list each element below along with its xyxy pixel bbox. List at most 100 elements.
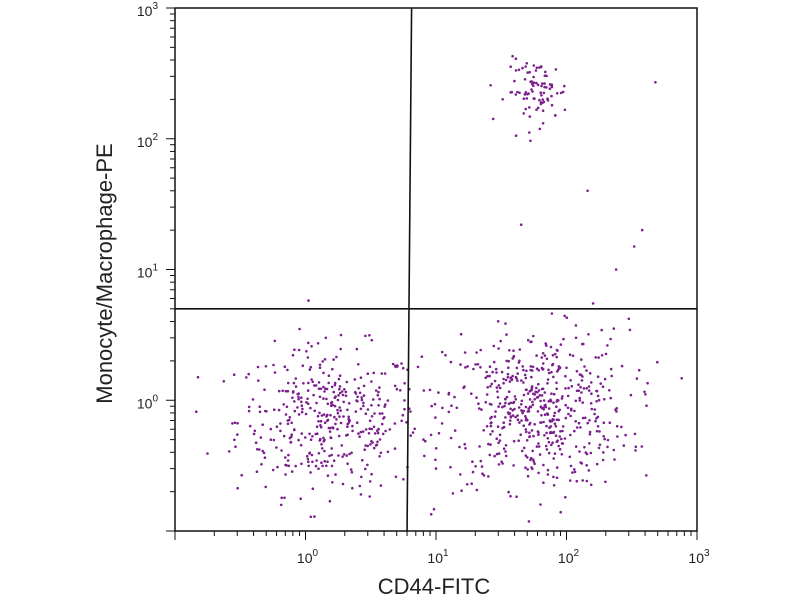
scatter-point — [552, 475, 555, 479]
scatter-point — [314, 464, 318, 468]
x-tick-label: 101 — [427, 548, 449, 566]
scatter-point — [449, 465, 452, 469]
scatter-point — [366, 408, 370, 411]
scatter-point — [409, 434, 413, 437]
scatter-point — [364, 428, 368, 431]
scatter-point — [377, 390, 380, 394]
scatter-point — [478, 445, 481, 448]
scatter-point — [622, 444, 626, 447]
scatter-point — [497, 347, 500, 350]
scatter-point — [554, 114, 557, 117]
scatter-point — [368, 495, 372, 498]
scatter-point — [523, 373, 527, 377]
scatter-point — [528, 398, 532, 401]
scatter-point — [575, 479, 579, 483]
scatter-point — [362, 384, 366, 388]
scatter-point — [444, 353, 447, 357]
scatter-point — [315, 401, 318, 405]
scatter-point — [628, 328, 632, 332]
scatter-point — [362, 404, 365, 408]
scatter-point — [544, 403, 547, 407]
scatter-point — [537, 382, 540, 386]
scatter-point — [497, 384, 501, 387]
scatter-point — [550, 312, 554, 315]
scatter-point — [546, 97, 549, 100]
scatter-point — [393, 422, 397, 425]
scatter-point — [602, 421, 606, 425]
scatter-point — [377, 404, 380, 407]
scatter-point — [598, 430, 601, 433]
scatter-point — [257, 379, 260, 383]
scatter-point — [543, 391, 547, 394]
scatter-point — [620, 425, 623, 429]
scatter-point — [236, 433, 239, 436]
scatter-point — [458, 445, 461, 449]
scatter-point — [612, 327, 616, 330]
scatter-point — [551, 362, 555, 366]
scatter-point — [535, 396, 539, 399]
scatter-point — [526, 474, 530, 478]
scatter-point — [342, 415, 345, 418]
scatter-point — [516, 379, 519, 383]
scatter-point — [317, 420, 320, 423]
scatter-point — [610, 374, 613, 378]
scatter-point — [491, 430, 494, 433]
scatter-point — [520, 409, 523, 412]
scatter-point — [542, 420, 545, 424]
scatter-point — [310, 453, 314, 457]
scatter-point — [485, 370, 488, 374]
scatter-point — [590, 392, 593, 396]
scatter-point — [460, 489, 463, 493]
scatter-point — [527, 520, 531, 523]
scatter-point — [543, 82, 546, 85]
scatter-point — [370, 415, 374, 418]
scatter-point — [538, 98, 541, 102]
scatter-point — [526, 468, 529, 471]
scatter-point — [285, 464, 288, 467]
scatter-point — [578, 373, 582, 376]
scatter-point — [511, 414, 515, 417]
scatter-point — [564, 495, 567, 499]
scatter-point — [606, 445, 609, 449]
scatter-point — [633, 432, 637, 436]
scatter-point — [538, 394, 542, 397]
scatter-point — [563, 108, 567, 112]
scatter-point — [337, 434, 341, 438]
scatter-point — [555, 466, 559, 469]
scatter-point — [489, 443, 492, 446]
scatter-point — [308, 432, 311, 436]
scatter-point — [369, 443, 372, 446]
scatter-point — [195, 410, 198, 414]
scatter-point — [527, 409, 531, 413]
scatter-point — [518, 421, 521, 424]
scatter-point — [318, 411, 321, 415]
scatter-point — [559, 91, 563, 95]
scatter-point — [546, 412, 549, 415]
scatter-point — [591, 302, 595, 305]
scatter-point — [500, 460, 503, 464]
scatter-point — [338, 374, 342, 378]
scatter-point — [386, 399, 390, 402]
scatter-point — [371, 441, 374, 444]
scatter-point — [317, 452, 321, 455]
scatter-point — [603, 377, 607, 381]
scatter-point — [290, 470, 294, 473]
scatter-point — [364, 412, 368, 416]
scatter-point — [575, 426, 579, 429]
scatter-point — [559, 343, 563, 346]
scatter-point — [520, 449, 524, 453]
scatter-point — [441, 406, 444, 410]
scatter-point — [360, 396, 364, 399]
scatter-point — [401, 366, 405, 370]
scatter-point — [344, 394, 348, 398]
scatter-point — [496, 425, 500, 429]
scatter-point — [557, 444, 560, 448]
scatter-point — [331, 367, 334, 371]
scatter-point — [561, 429, 564, 433]
scatter-point — [327, 374, 331, 378]
scatter-point — [577, 389, 580, 393]
scatter-point — [277, 389, 281, 393]
scatter-point — [564, 387, 567, 390]
scatter-point — [364, 467, 367, 471]
scatter-point — [550, 392, 553, 396]
